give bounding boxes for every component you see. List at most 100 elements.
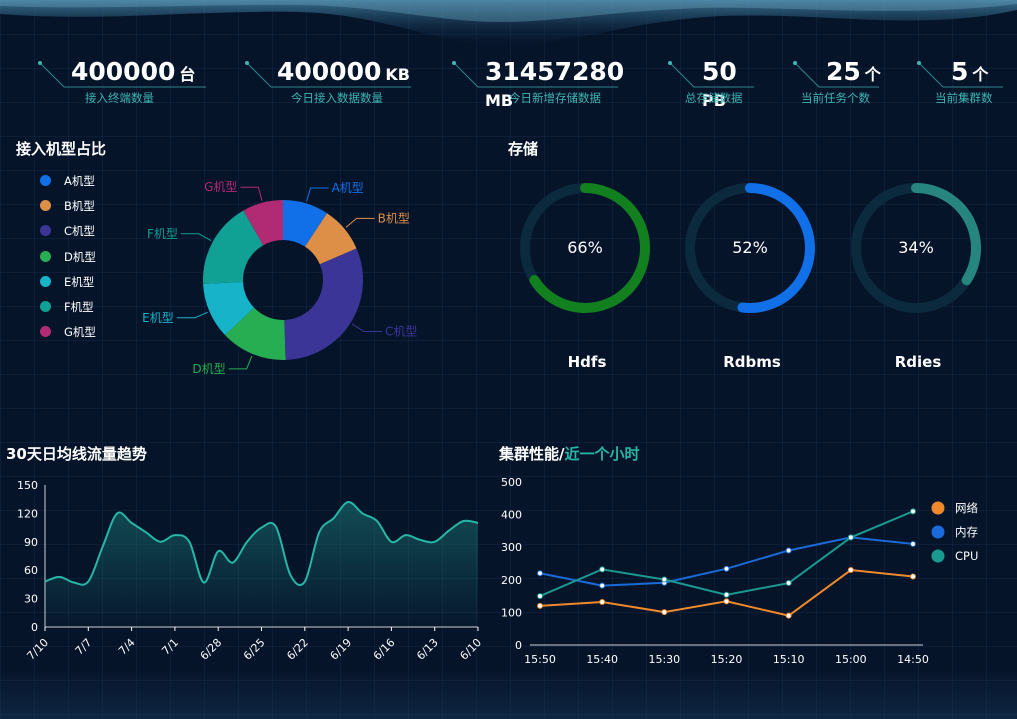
series-line [539,510,914,598]
pie-chart: A机型 B机型 C机型 D机型 E机型 F机型 G机型 [142,180,417,376]
series-point[interactable] [723,598,730,605]
stat-value: 31457280 [485,57,624,86]
gauge-percent: 34% [898,238,934,257]
series-point[interactable] [785,580,792,587]
stat-value: 25 个 [826,57,881,86]
cluster-title-highlight: 近一个小时 [564,445,640,463]
top-wave-decoration [0,0,1017,47]
line-y-tick: 100 [501,606,522,619]
area-y-tick: 120 [17,507,38,520]
cluster-title-main: 集群性能/ [499,445,565,463]
pie-label-line [176,311,208,319]
legend-label: E机型 [64,274,95,289]
series-point[interactable] [599,582,606,589]
line-legend-label[interactable]: 内存 [955,525,978,539]
legend-label: G机型 [64,325,96,340]
gauge-percent: 66% [567,238,603,257]
series-point[interactable] [910,540,916,547]
pie-legend-item[interactable]: G机型 [40,324,96,340]
pie-slice-label: G机型 [204,180,237,194]
bottom-glow-decoration [0,669,1017,719]
series-point[interactable] [785,547,792,554]
cluster-performance-chart: 0 100 200 300 400 500 15:50 15:40 15:30 15:20 15:1… [501,476,978,666]
area-y-tick: 0 [31,621,38,634]
series-point[interactable] [847,534,854,541]
line-y-tick: 0 [515,639,522,652]
area-y-tick: 30 [24,593,38,606]
pie-slice[interactable] [225,307,286,360]
pie-slice-label: D机型 [192,362,225,376]
stat-unit: 个 [972,65,989,84]
pie-slice-label: A机型 [332,181,364,195]
series-point[interactable] [910,508,916,515]
area-y-tick: 60 [24,564,38,577]
pie-slice[interactable] [243,200,283,246]
series-point[interactable] [785,612,792,619]
pie-slice[interactable] [305,213,357,265]
line-y-tick: 500 [501,476,522,489]
line-legend-dot-icon [931,525,945,539]
pie-label-line [180,233,212,241]
series-point[interactable] [661,576,668,583]
series-point[interactable] [537,570,543,577]
area-x-tick: 6/28 [198,636,225,663]
area-y-tick: 90 [24,536,38,549]
area-fill [45,501,478,627]
stat-card: 31457280 MB 今日新增存储数据 [452,55,648,110]
cluster-section-title: 集群性能/近一个小时 [499,443,640,464]
pie-label-line [345,217,375,228]
gauge-name: Rdbms [723,353,781,371]
line-x-tick: 15:30 [648,653,680,666]
legend-dot-icon [40,326,51,338]
series-point[interactable] [847,567,854,574]
stat-card: 50 PB 总存储数据 [668,55,784,110]
line-x-tick: 15:40 [586,653,618,666]
pie-legend-item[interactable]: B机型 [40,198,95,214]
line-x-tick: 15:10 [773,653,805,666]
stat-value: 400000 台 [71,57,195,86]
stat-card: 400000 台接入终端数量 [38,55,236,105]
pie-slice[interactable] [284,248,363,360]
stat-value: 400000 KB [277,57,410,86]
series-point[interactable] [723,591,730,598]
stat-card: 400000 KB 今日接入数据数量 [245,55,441,105]
line-y-tick: 400 [501,509,522,522]
area-x-tick: 6/16 [371,636,398,663]
series-point[interactable] [599,598,606,605]
gauge-percent: 52% [732,238,768,257]
trend-section-title: 30天日均线流量趋势 [6,445,147,463]
pie-legend-item[interactable]: F机型 [40,299,94,315]
series-line [539,536,914,587]
gauge-arc [851,183,981,313]
pie-slice[interactable] [283,200,328,247]
pie-slice[interactable] [203,210,264,284]
stat-number: 400000 [71,57,176,86]
series-point[interactable] [723,565,730,572]
series-point[interactable] [910,573,916,580]
pie-legend-item[interactable]: E机型 [40,274,94,290]
stat-label: 总存储数据 [685,91,743,105]
line-legend-label[interactable]: CPU [955,549,978,563]
pie-legend-item[interactable]: A机型 [40,173,95,189]
line-y-tick: 300 [501,541,522,554]
area-x-tick: 6/19 [328,636,355,663]
pie-legend-item[interactable]: C机型 [40,223,95,239]
line-legend-label[interactable]: 网络 [955,501,978,515]
stat-label: 今日接入数据数量 [291,91,383,105]
series-point[interactable] [537,602,543,609]
line-x-tick: 14:50 [897,653,929,666]
series-point[interactable] [599,566,606,573]
stat-unit: 台 [179,65,196,84]
area-x-tick: 7/4 [116,636,138,658]
line-x-tick: 15:00 [835,653,867,666]
series-point[interactable] [537,593,543,600]
pie-legend-item[interactable]: D机型 [40,249,96,265]
legend-label: B机型 [64,199,95,214]
series-point[interactable] [661,609,668,616]
area-x-tick: 6/22 [284,636,311,663]
line-x-tick: 15:50 [524,653,556,666]
legend-dot-icon [40,200,51,212]
pie-slice[interactable] [203,281,255,336]
line-legend-dot-icon [931,549,945,563]
area-x-tick: 7/1 [159,636,181,658]
